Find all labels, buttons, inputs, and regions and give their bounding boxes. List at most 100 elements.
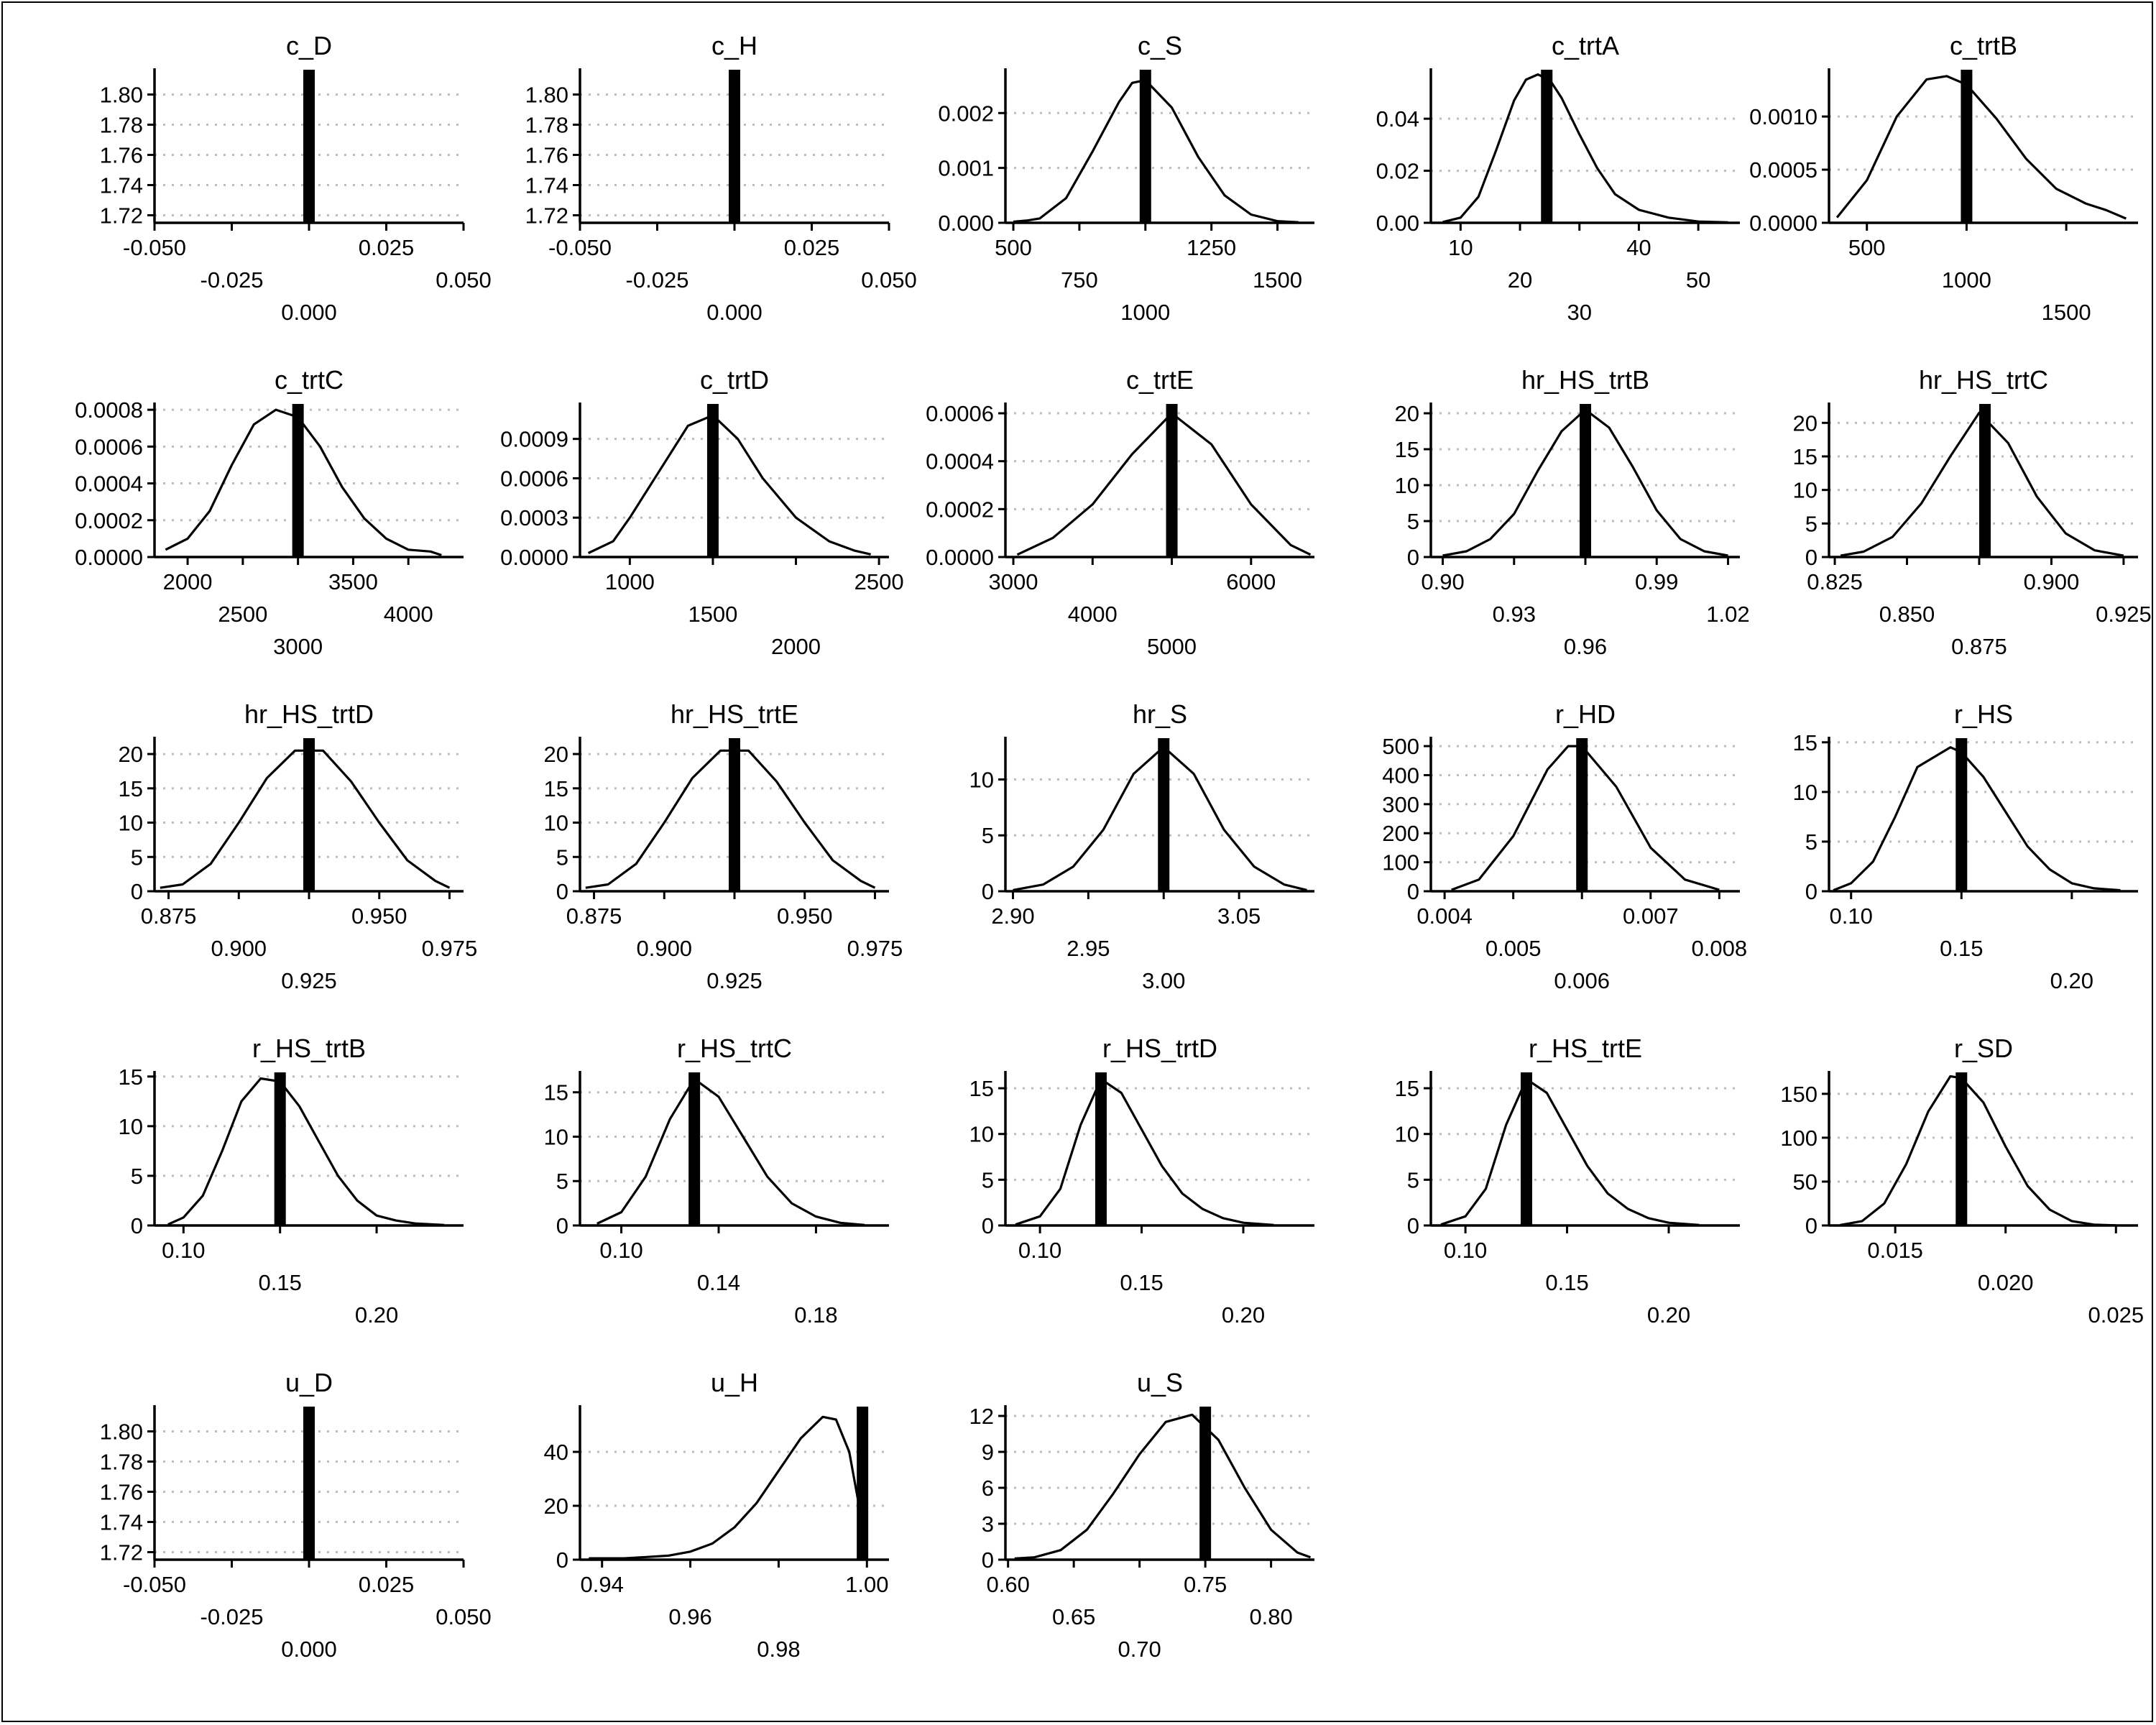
y-tick-label: 9 — [982, 1440, 994, 1465]
y-tick-label: 0 — [556, 1213, 568, 1238]
value-marker — [303, 70, 315, 223]
y-tick-label: 10 — [1793, 780, 1818, 805]
value-marker — [1961, 70, 1973, 223]
density-plot: hr_HS_trtC 0 5 10 15 20 0.825 0.850 0.875 0.900 0.… — [1793, 365, 2152, 659]
density-plot: c_S 0.000 0.001 0.002 500 750 1000 1250 1500 — [938, 31, 1314, 325]
panel-title: u_H — [711, 1368, 758, 1397]
y-tick-label: 5 — [556, 845, 568, 870]
x-tick-label: 0.75 — [1184, 1572, 1227, 1597]
x-tick-label: 0.96 — [668, 1604, 711, 1629]
y-tick-label: 15 — [119, 776, 143, 801]
density-curve — [165, 408, 442, 556]
value-marker — [1955, 738, 1968, 891]
x-tick-label: 0.925 — [706, 968, 763, 993]
density-plot: r_SD 0 50 100 150 0.015 0.020 0.025 — [1780, 1034, 2144, 1328]
value-marker — [292, 404, 304, 557]
y-tick-label: 0.0004 — [75, 472, 143, 497]
value-marker — [303, 738, 315, 891]
y-tick-label: 1.78 — [525, 113, 568, 138]
value-marker — [729, 738, 740, 891]
y-tick-label: 3 — [982, 1512, 994, 1537]
panel-title: c_trtB — [1950, 31, 2017, 60]
y-tick-label: 0 — [131, 1213, 143, 1238]
density-panel-c-d: c_D 1.72 1.74 1.76 1.78 1.80 -0.050 -0.025 0.000… — [0, 0, 492, 334]
x-tick-label: 4000 — [384, 602, 433, 627]
panel-title: r_HS_trtB — [252, 1034, 366, 1063]
x-tick-label: -0.025 — [201, 1604, 264, 1629]
x-tick-label: 2.90 — [991, 903, 1034, 929]
y-tick-label: 0.0006 — [75, 434, 143, 459]
y-tick-label: 0.0005 — [1749, 157, 1818, 183]
y-tick-label: 0 — [556, 1547, 568, 1573]
density-plot: r_HS_trtE 0 5 10 15 0.10 0.15 0.20 — [1395, 1034, 1740, 1328]
y-tick-label: 0 — [1805, 545, 1818, 570]
x-tick-label: 5000 — [1147, 634, 1197, 659]
density-curve — [587, 414, 871, 556]
density-panel-c-s: c_S 0.000 0.001 0.002 500 750 1000 1250 1500 — [851, 0, 1325, 334]
x-tick-label: 2000 — [771, 634, 821, 659]
density-curve — [167, 1077, 445, 1226]
x-tick-label: 0.020 — [1978, 1270, 2034, 1295]
value-marker — [303, 1407, 315, 1560]
y-tick-label: 0 — [1805, 1213, 1818, 1238]
y-tick-label: 0 — [982, 1213, 994, 1238]
density-plot: c_trtE 0.0000 0.0002 0.0004 0.0006 3000 4000 50… — [926, 365, 1314, 659]
x-tick-label: 40 — [1626, 235, 1651, 260]
y-tick-label: 0.0000 — [500, 545, 568, 570]
value-marker — [857, 1407, 869, 1560]
density-plot: r_HS_trtB 0 5 10 15 0.10 0.15 0.20 — [119, 1034, 464, 1328]
y-tick-label: 1.76 — [100, 143, 143, 168]
x-tick-label: 0.14 — [697, 1270, 740, 1295]
density-plot: r_HD 0 100 200 300 400 500 0.004 0.005 0.006 0.007… — [1382, 699, 1747, 993]
density-panel-u-h: u_H 0 20 40 0.94 0.96 0.98 1.00 — [425, 1337, 900, 1671]
density-panel-hr-s: hr_S 0 5 10 2.90 2.95 3.00 3.05 — [851, 668, 1325, 1003]
y-tick-label: 20 — [544, 1494, 568, 1519]
x-tick-label: 3.05 — [1217, 903, 1261, 929]
x-tick-label: 10 — [1448, 235, 1473, 260]
density-panel-c-trtd: c_trtD 0.0000 0.0003 0.0006 0.0009 1000 1500 20… — [425, 334, 903, 668]
x-tick-label: 0.20 — [2050, 968, 2093, 993]
density-plot: hr_HS_trtD 0 5 10 15 20 0.875 0.900 0.925 0.950 0.… — [119, 699, 478, 993]
density-panel-u-d: u_D 1.72 1.74 1.76 1.78 1.80 -0.050 -0.025 0.000… — [0, 1337, 492, 1671]
x-tick-label: 0.10 — [599, 1238, 642, 1263]
x-tick-label: 0.015 — [1867, 1238, 1923, 1263]
y-tick-label: 0.0000 — [75, 545, 143, 570]
y-tick-label: 12 — [969, 1404, 994, 1429]
y-tick-label: 1.74 — [100, 173, 143, 198]
y-tick-label: 15 — [1395, 437, 1419, 462]
y-tick-label: 0 — [982, 879, 994, 904]
density-plot: hr_HS_trtB 0 5 10 15 20 0.90 0.93 0.96 0.99 1.02 — [1395, 365, 1750, 659]
density-curve — [1840, 411, 2124, 557]
y-tick-label: 1.80 — [100, 1420, 143, 1445]
x-tick-label: 0.15 — [1120, 1270, 1163, 1295]
x-tick-label: -0.050 — [123, 1572, 186, 1597]
panel-title: c_H — [711, 31, 757, 60]
value-marker — [1955, 1072, 1968, 1225]
x-tick-label: 0.007 — [1623, 903, 1679, 929]
y-tick-label: 15 — [119, 1064, 143, 1090]
x-tick-label: -0.025 — [201, 267, 264, 293]
y-tick-label: 0.02 — [1376, 159, 1419, 184]
x-tick-label: 3000 — [989, 569, 1038, 594]
panel-title: u_S — [1137, 1368, 1183, 1397]
density-plot: u_H 0 20 40 0.94 0.96 0.98 1.00 — [544, 1368, 889, 1662]
density-panel-c-trtc: c_trtC 0.0000 0.0002 0.0004 0.0006 0.0008 2000… — [0, 334, 474, 668]
x-tick-label: 0.875 — [1951, 634, 2007, 659]
y-tick-label: 10 — [1395, 473, 1419, 498]
panel-title: r_HS_trtD — [1102, 1034, 1217, 1063]
density-curve — [596, 1077, 865, 1226]
y-tick-label: 0.0000 — [1749, 211, 1818, 236]
y-tick-label: 400 — [1382, 763, 1419, 788]
y-tick-label: 1.76 — [100, 1480, 143, 1505]
x-tick-label: 1250 — [1187, 235, 1236, 260]
density-panel-hr-hs-trte: hr_HS_trtE 0 5 10 15 20 0.875 0.900 0.925 0.950 0.… — [425, 668, 903, 1003]
y-tick-label: 1.74 — [525, 173, 568, 198]
density-panel-u-s: u_S 0 3 6 9 12 0.60 0.65 0.70 0.75 0.80 — [851, 1337, 1325, 1671]
y-tick-label: 20 — [119, 742, 143, 767]
value-marker — [706, 404, 719, 557]
x-tick-label: 1500 — [2042, 300, 2091, 325]
y-tick-label: 15 — [544, 776, 568, 801]
density-panel-r-hs-trte: r_HS_trtE 0 5 10 15 0.10 0.15 0.20 — [1276, 1003, 1751, 1337]
y-tick-label: 1.72 — [100, 203, 143, 229]
